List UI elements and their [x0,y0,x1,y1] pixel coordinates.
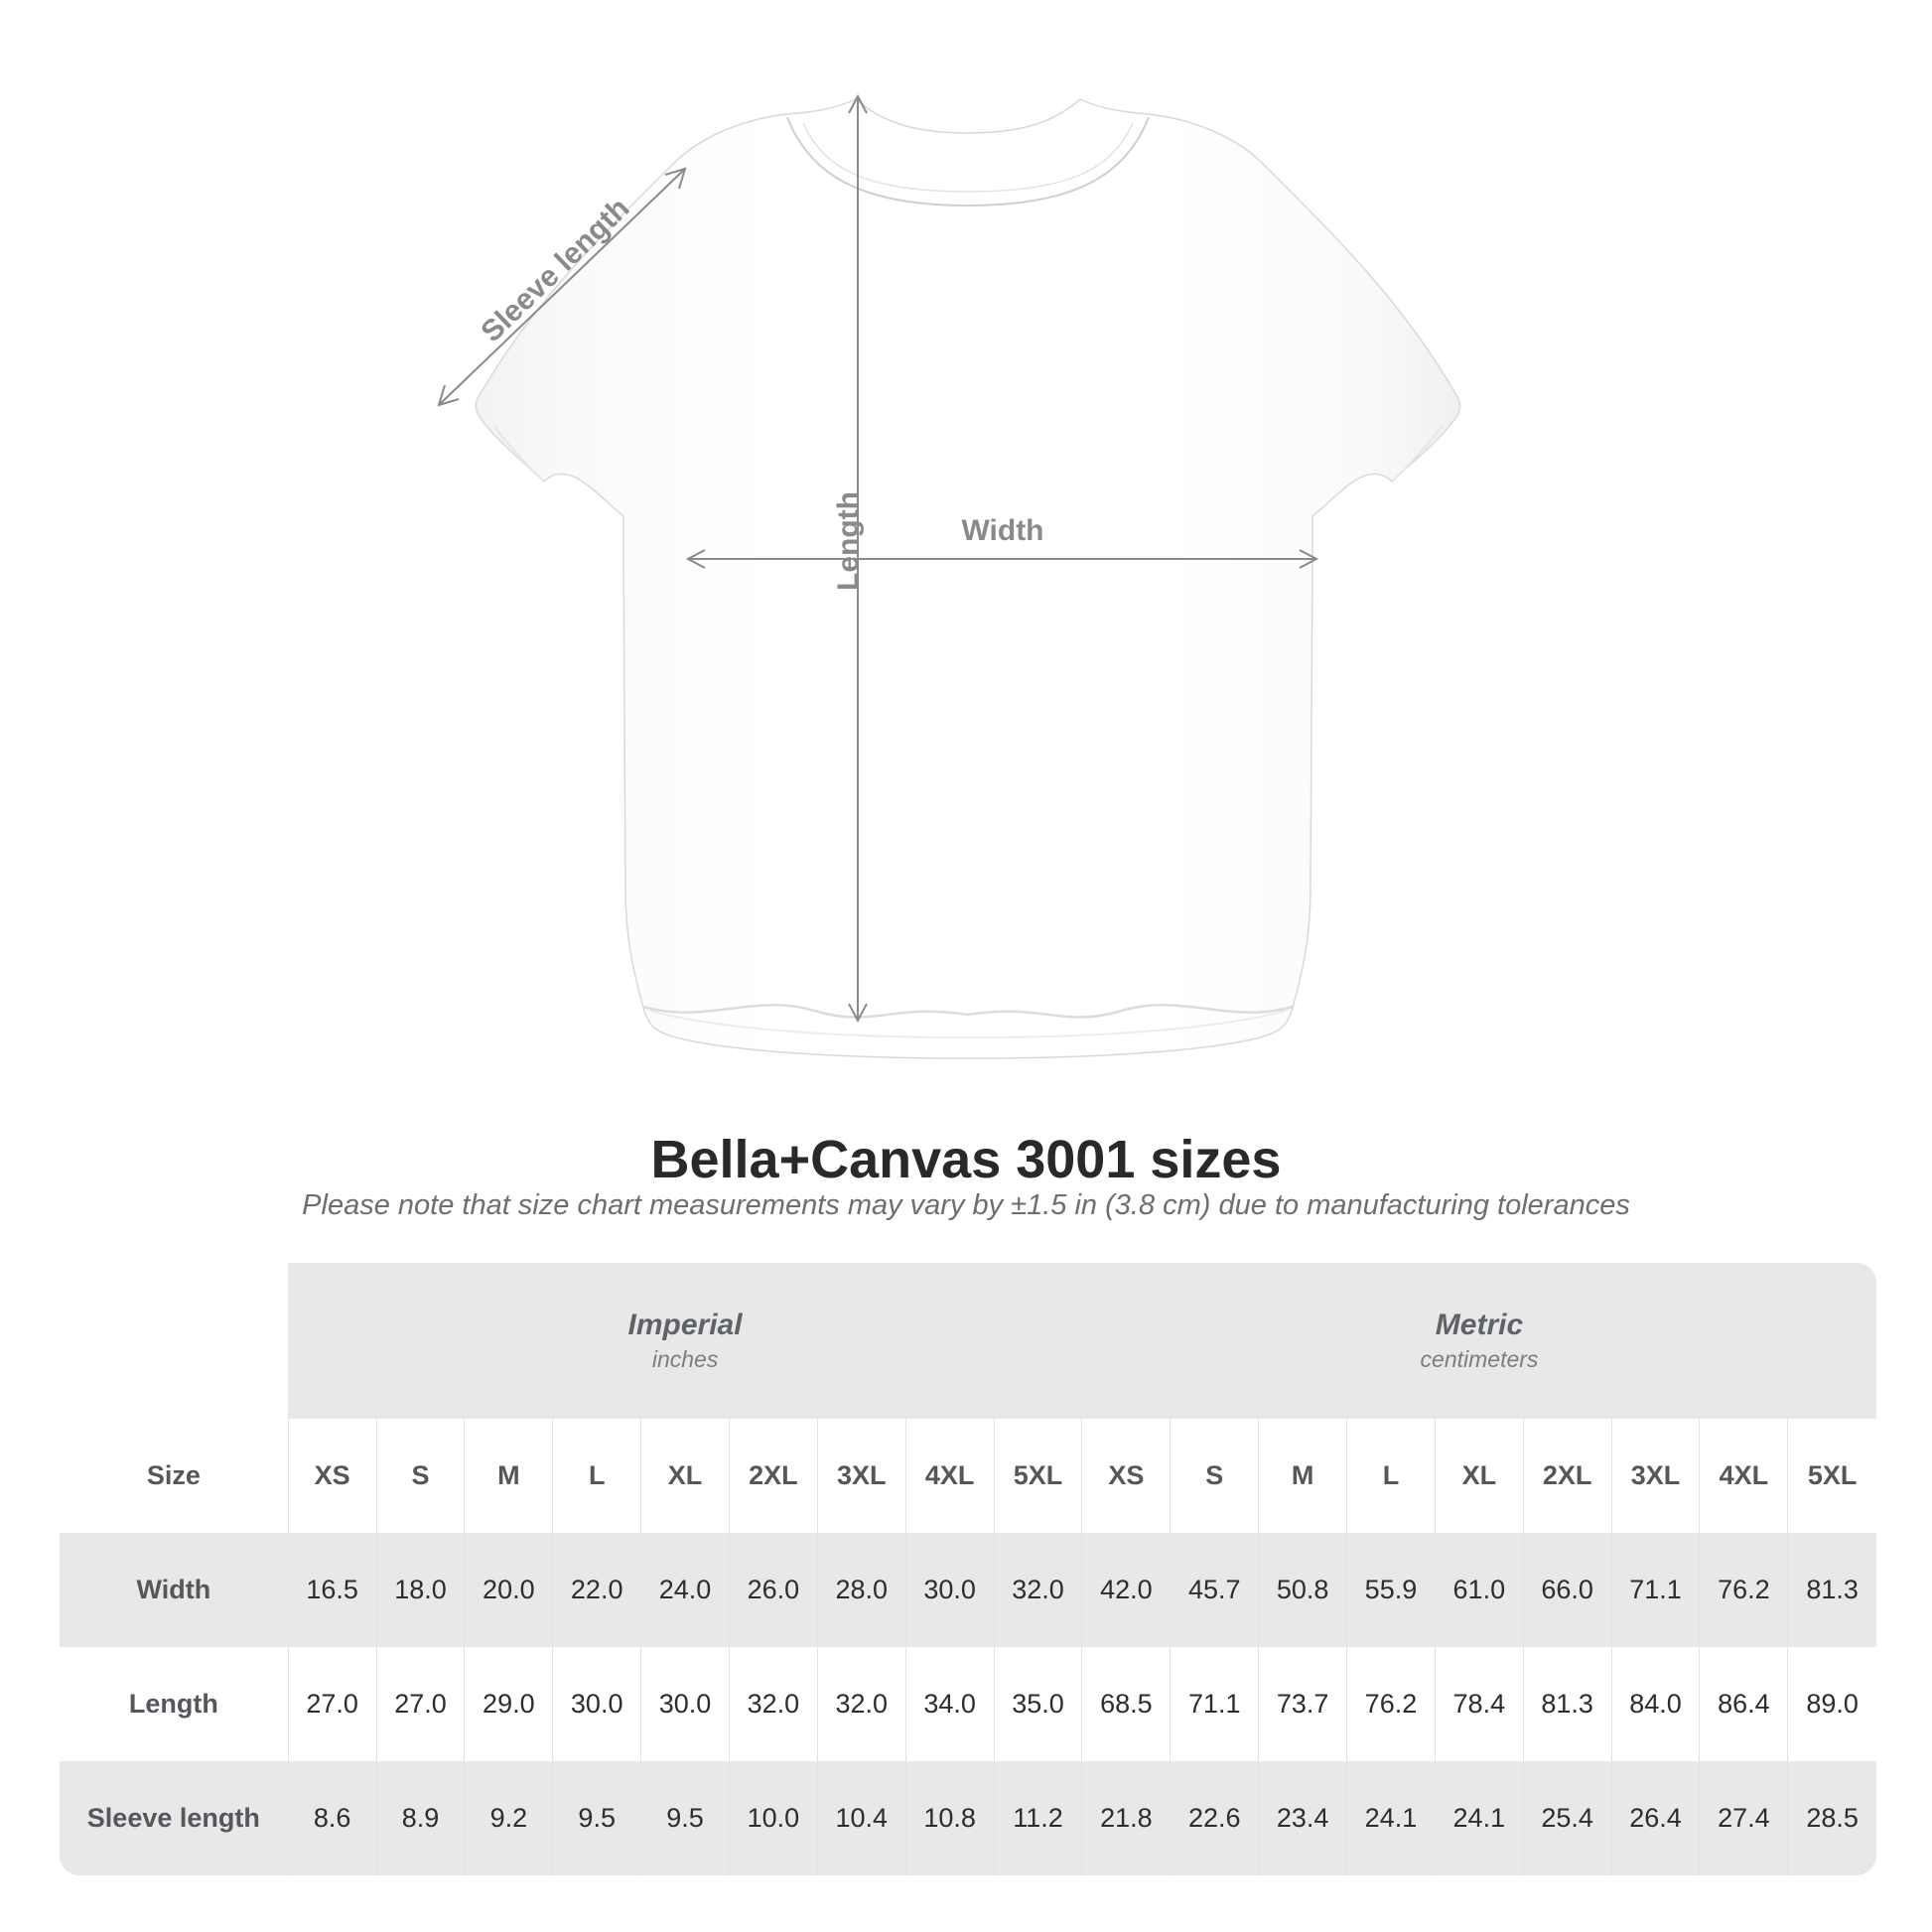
svg-text:Width: Width [961,514,1043,547]
svg-text:Length: Length [832,491,865,591]
